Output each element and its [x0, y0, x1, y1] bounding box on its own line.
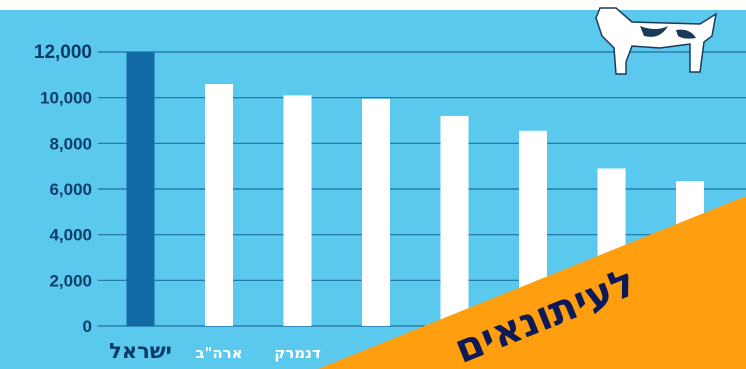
- y-tick-label: 4,000: [49, 226, 92, 245]
- y-tick-label: 8,000: [49, 134, 92, 153]
- cow-icon: [595, 7, 718, 75]
- banner-shape: [318, 196, 746, 369]
- y-tick-label: 10,000: [40, 89, 92, 108]
- y-tick-label: 6,000: [49, 180, 92, 199]
- x-axis-labels: ישראל ארה"ב דנמרק: [109, 339, 321, 363]
- top-strip: [0, 0, 746, 10]
- bar: [205, 83, 233, 326]
- bars: [126, 52, 704, 326]
- x-tick-label: ישראל: [109, 339, 172, 363]
- y-tick-label: 0: [83, 317, 92, 336]
- bar: [440, 115, 469, 326]
- x-tick-label: דנמרק: [274, 344, 321, 362]
- x-tick-label: ארה"ב: [195, 344, 242, 362]
- y-tick-label: 2,000: [49, 271, 92, 290]
- bar: [283, 95, 312, 326]
- y-tick-label: 12,000: [34, 42, 92, 63]
- bar: [362, 98, 390, 326]
- y-axis-ticks: 0 2,000 4,000 6,000 8,000 10,000 12,000: [34, 42, 92, 336]
- bar: [126, 52, 155, 326]
